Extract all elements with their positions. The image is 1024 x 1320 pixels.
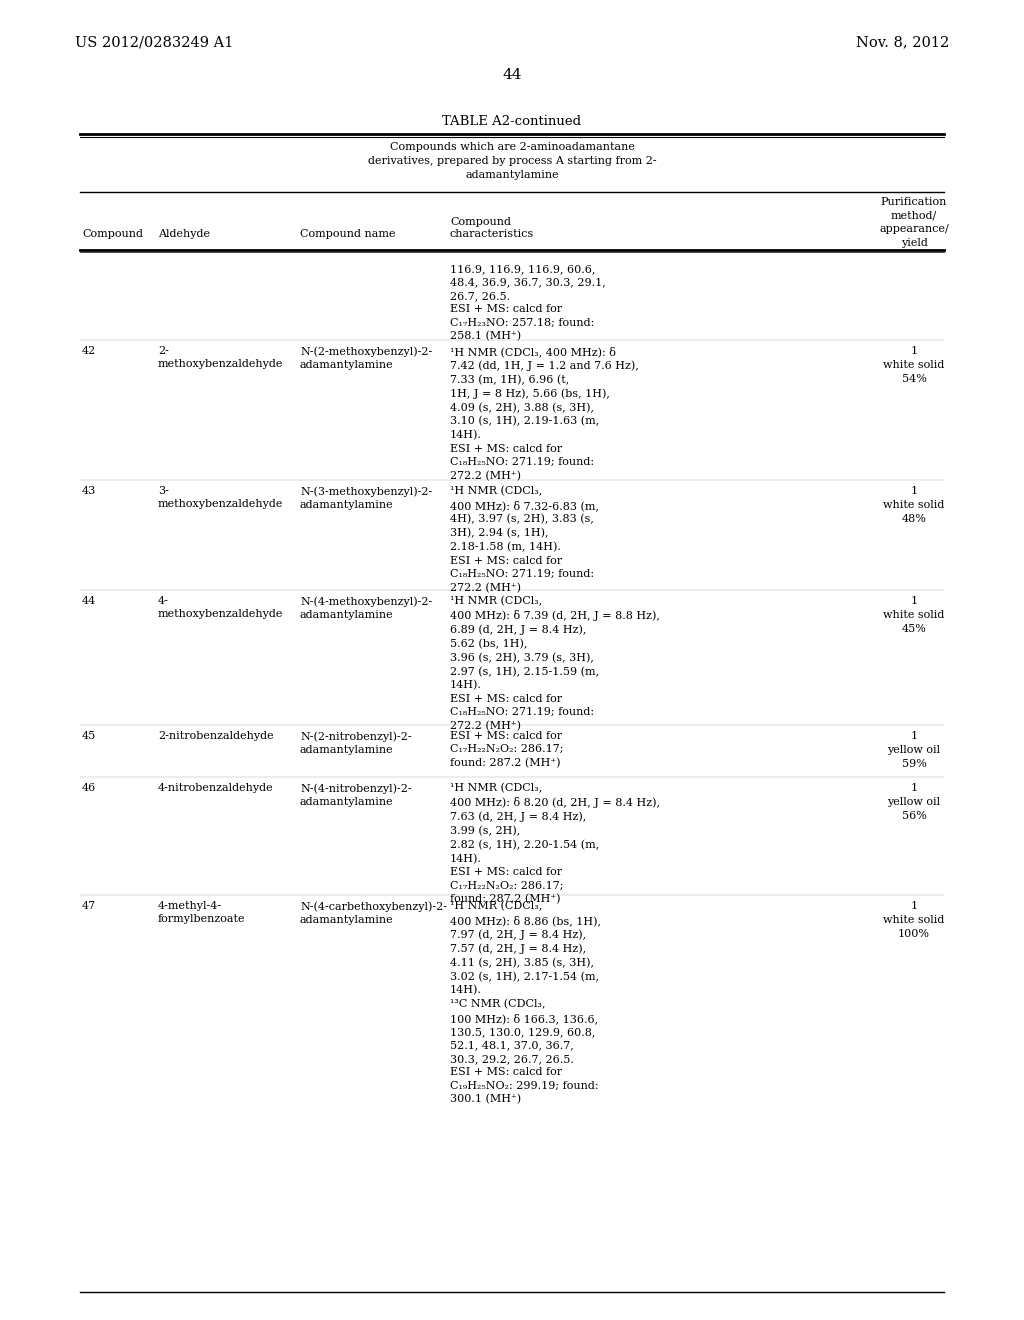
Text: Aldehyde: Aldehyde: [158, 228, 210, 239]
Text: N-(4-nitrobenzyl)-2-
adamantylamine: N-(4-nitrobenzyl)-2- adamantylamine: [300, 783, 412, 807]
Text: 1
white solid
48%: 1 white solid 48%: [884, 486, 945, 524]
Text: US 2012/0283249 A1: US 2012/0283249 A1: [75, 36, 233, 49]
Text: 42: 42: [82, 346, 96, 356]
Text: N-(2-nitrobenzyl)-2-
adamantylamine: N-(2-nitrobenzyl)-2- adamantylamine: [300, 731, 412, 755]
Text: 46: 46: [82, 783, 96, 793]
Text: Compounds which are 2-aminoadamantane
derivatives, prepared by process A startin: Compounds which are 2-aminoadamantane de…: [368, 143, 656, 180]
Text: 116.9, 116.9, 116.9, 60.6,
48.4, 36.9, 36.7, 30.3, 29.1,
26.7, 26.5.
ESI + MS: c: 116.9, 116.9, 116.9, 60.6, 48.4, 36.9, 3…: [450, 264, 606, 342]
Text: Compound name: Compound name: [300, 228, 395, 239]
Text: Compound: Compound: [450, 216, 511, 227]
Text: N-(4-methoxybenzyl)-2-
adamantylamine: N-(4-methoxybenzyl)-2- adamantylamine: [300, 597, 432, 620]
Text: 44: 44: [502, 69, 522, 82]
Text: N-(4-carbethoxybenzyl)-2-
adamantylamine: N-(4-carbethoxybenzyl)-2- adamantylamine: [300, 902, 447, 925]
Text: Purification
method/
appearance/
yield: Purification method/ appearance/ yield: [880, 197, 949, 248]
Text: Compound: Compound: [82, 228, 143, 239]
Text: 1
yellow oil
56%: 1 yellow oil 56%: [888, 783, 941, 821]
Text: ¹H NMR (CDCl₃,
400 MHz): δ 8.20 (d, 2H, J = 8.4 Hz),
7.63 (d, 2H, J = 8.4 Hz),
3: ¹H NMR (CDCl₃, 400 MHz): δ 8.20 (d, 2H, …: [450, 783, 660, 904]
Text: 2-nitrobenzaldehyde: 2-nitrobenzaldehyde: [158, 731, 273, 741]
Text: Nov. 8, 2012: Nov. 8, 2012: [856, 36, 949, 49]
Text: 1
white solid
45%: 1 white solid 45%: [884, 597, 945, 634]
Text: 47: 47: [82, 902, 96, 911]
Text: 43: 43: [82, 486, 96, 496]
Text: 45: 45: [82, 731, 96, 741]
Text: N-(2-methoxybenzyl)-2-
adamantylamine: N-(2-methoxybenzyl)-2- adamantylamine: [300, 346, 432, 370]
Text: ¹H NMR (CDCl₃,
400 MHz): δ 7.39 (d, 2H, J = 8.8 Hz),
6.89 (d, 2H, J = 8.4 Hz),
5: ¹H NMR (CDCl₃, 400 MHz): δ 7.39 (d, 2H, …: [450, 597, 659, 731]
Text: 44: 44: [82, 597, 96, 606]
Text: 4-
methoxybenzaldehyde: 4- methoxybenzaldehyde: [158, 597, 284, 619]
Text: N-(3-methoxybenzyl)-2-
adamantylamine: N-(3-methoxybenzyl)-2- adamantylamine: [300, 486, 432, 510]
Text: characteristics: characteristics: [450, 228, 535, 239]
Text: 4-nitrobenzaldehyde: 4-nitrobenzaldehyde: [158, 783, 273, 793]
Text: 1
white solid
54%: 1 white solid 54%: [884, 346, 945, 384]
Text: ESI + MS: calcd for
C₁₇H₂₂N₂O₂: 286.17;
found: 287.2 (MH⁺): ESI + MS: calcd for C₁₇H₂₂N₂O₂: 286.17; …: [450, 731, 563, 768]
Text: TABLE A2-continued: TABLE A2-continued: [442, 115, 582, 128]
Text: 1
yellow oil
59%: 1 yellow oil 59%: [888, 731, 941, 770]
Text: ¹H NMR (CDCl₃,
400 MHz): δ 7.32-6.83 (m,
4H), 3.97 (s, 2H), 3.83 (s,
3H), 2.94 (: ¹H NMR (CDCl₃, 400 MHz): δ 7.32-6.83 (m,…: [450, 486, 599, 593]
Text: 3-
methoxybenzaldehyde: 3- methoxybenzaldehyde: [158, 486, 284, 510]
Text: ¹H NMR (CDCl₃, 400 MHz): δ
7.42 (dd, 1H, J = 1.2 and 7.6 Hz),
7.33 (m, 1H), 6.96: ¹H NMR (CDCl₃, 400 MHz): δ 7.42 (dd, 1H,…: [450, 346, 639, 480]
Text: 1
white solid
100%: 1 white solid 100%: [884, 902, 945, 939]
Text: 2-
methoxybenzaldehyde: 2- methoxybenzaldehyde: [158, 346, 284, 370]
Text: ¹H NMR (CDCl₃,
400 MHz): δ 8.86 (bs, 1H),
7.97 (d, 2H, J = 8.4 Hz),
7.57 (d, 2H,: ¹H NMR (CDCl₃, 400 MHz): δ 8.86 (bs, 1H)…: [450, 902, 601, 1105]
Text: 4-methyl-4-
formylbenzoate: 4-methyl-4- formylbenzoate: [158, 902, 246, 924]
